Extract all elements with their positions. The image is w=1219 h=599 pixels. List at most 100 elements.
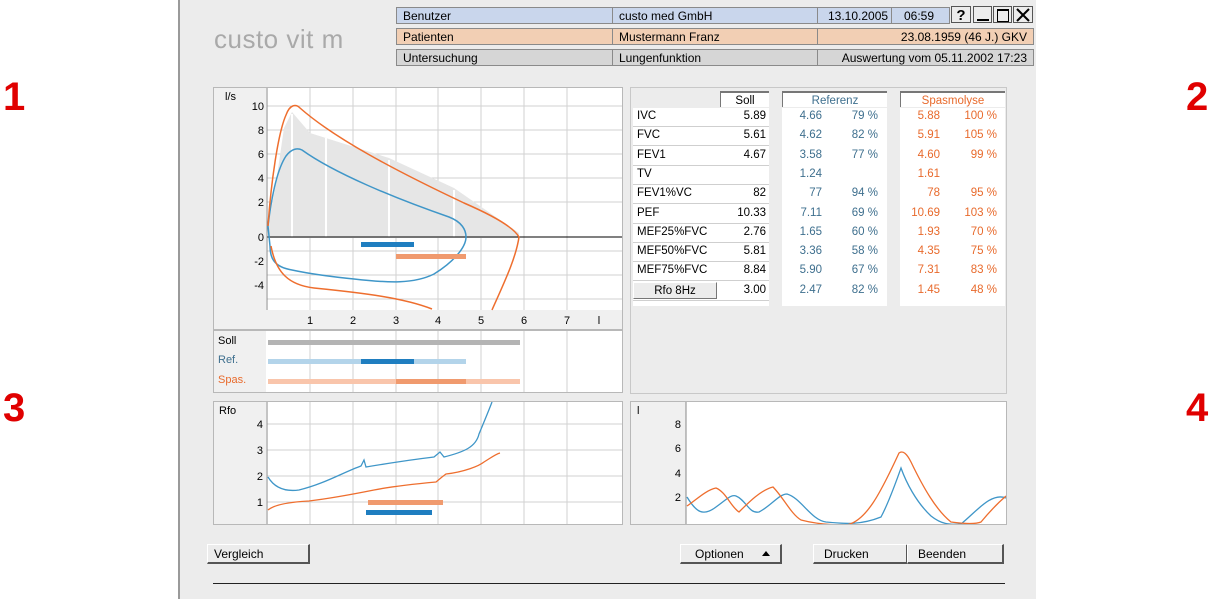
table-cell-soll [721,166,766,183]
flow-y-tick: 4 [258,173,264,185]
table-row-separator [633,299,769,301]
table-cell-spas-pct [945,166,997,183]
table-cell-spas: 1.93 [917,225,940,238]
table-cell-ref: 1.65 [799,225,822,238]
table-row-separator [633,261,769,263]
spas-bar-tv [396,379,466,384]
table-cell-param: MEF50%FVC [637,245,708,258]
table-cell-ref: 2.47 [799,283,822,296]
table-cell-ref-pct: 69 % [851,206,878,219]
vt-y-tick: 2 [675,492,681,504]
table-cell-param: MEF25%FVC [637,225,708,238]
table-body-ref [782,108,887,306]
minimize-icon [977,19,989,21]
flow-x-tick: 1 [307,315,313,327]
volume-bars-panel: Soll Ref. Spas. [213,330,623,393]
flow-volume-chart: l/s 10 8 6 4 2 0 -2 -4 1 2 3 4 5 6 7 l [214,88,622,329]
flow-volume-panel: l/s 10 8 6 4 2 0 -2 -4 1 2 3 4 5 6 7 l [213,87,623,330]
drucken-button[interactable]: Drucken [813,544,908,564]
table-cell-ref-pct: 67 % [851,264,878,277]
table-cell-spas-pct: 95 % [970,187,997,200]
optionen-button[interactable]: Optionen [680,544,782,564]
flow-x-tick: 5 [478,315,484,327]
table-cell-ref-pct [828,166,878,183]
header-value-benutzer: custo med GmbH [613,7,818,24]
table-cell-ref-pct: 60 % [851,225,878,238]
table-cell-spas-pct: 70 % [970,225,997,238]
table-cell-spas: 78 [927,187,940,200]
table-cell-spas-pct: 100 % [964,110,997,122]
bar-label-ref: Ref. [218,354,238,366]
flow-x-tick: 6 [521,315,527,327]
beenden-button[interactable]: Beenden [907,544,1004,564]
header-patient-details: 23.08.1959 (46 J.) GKV [818,28,1034,45]
table-cell-soll: 4.67 [743,148,766,161]
header-time: 06:59 [892,7,950,24]
header-label-patienten: Patienten [396,28,613,45]
app-logo: custo vit m [214,24,344,54]
arrow-up-icon [762,551,770,556]
table-cell-spas: 5.88 [917,110,940,122]
flow-y-tick: 2 [258,197,264,209]
table-cell-spas-pct: 103 % [964,206,997,219]
table-cell-spas: 10.69 [911,206,940,219]
vt-y-tick: 6 [675,443,681,455]
table-cell-param: FEV1 [637,148,666,161]
table-cell-soll: 3.00 [743,283,766,296]
flow-y-tick: 8 [258,125,264,137]
spas-bar [268,379,520,384]
table-cell-spas-pct: 75 % [970,245,997,258]
table-cell-spas: 1.45 [917,283,940,296]
soll-bar [268,340,520,345]
header-auswertung: Auswertung vom 05.11.2002 17:23 [818,49,1034,66]
flow-x-tick: 4 [435,315,441,327]
minimize-button[interactable] [973,6,992,23]
table-header-spasmolyse: Spasmolyse [900,91,1005,107]
table-cell-param: FVC [637,129,660,142]
table-row-separator [633,203,769,205]
table-header-soll: Soll [720,91,769,107]
header-value-untersuchung: Lungenfunktion [613,49,818,66]
optionen-label: Optionen [695,547,744,561]
callout-1: 1 [3,75,26,119]
help-button[interactable]: ? [951,6,971,23]
table-rows: IVC 5.89 4.66 79 % 5.88 100 % FVC 5.61 4.62 82 % 5… [633,108,1005,308]
maximize-button[interactable] [993,6,1012,23]
values-panel: Soll Referenz Spasmolyse IVC 5.89 4.66 79 %… [630,87,1007,394]
table-cell-ref: 77 [809,187,822,200]
table-row-separator [633,145,769,147]
callout-3: 3 [3,386,26,430]
table-cell-ref: 4.62 [799,129,822,142]
table-header-referenz: Referenz [782,91,887,107]
table-cell-soll: 2.76 [743,225,766,238]
table-cell-soll: 5.89 [743,110,766,122]
volume-bars-chart: Soll Ref. Spas. [214,331,568,392]
table-row-separator [633,241,769,243]
flow-y-tick: 0 [258,232,264,244]
rfo-chart: Rfo 4 3 2 1 [214,402,622,524]
flow-x-tick: l [598,315,600,327]
flow-y-unit: l/s [225,91,237,103]
table-cell-soll: 5.61 [743,129,766,142]
header-label-untersuchung: Untersuchung [396,49,613,66]
table-row-separator [633,183,769,185]
table-row-separator [633,222,769,224]
table-cell-soll: 5.81 [743,245,766,258]
vt-y-unit: l [637,405,639,417]
rfo-y-unit: Rfo [219,405,236,417]
table-cell-soll: 10.33 [737,206,766,219]
rfo-8hz-button[interactable]: Rfo 8Hz [633,281,717,299]
flow-x-tick: 3 [393,315,399,327]
table-cell-ref: 3.58 [799,148,822,161]
close-button[interactable] [1013,6,1033,23]
vergleich-button[interactable]: Vergleich [207,544,310,564]
table-cell-soll: 8.84 [743,264,766,277]
table-cell-spas: 4.60 [917,148,940,161]
table-row-separator [633,280,769,282]
rfo-y-tick: 2 [257,471,263,483]
header-value-patienten: Mustermann Franz [613,28,818,45]
table-cell-param: TV [637,167,652,180]
ref-bar-tv [361,359,414,364]
status-line [213,583,1005,584]
table-cell-ref-pct: 79 % [851,110,878,122]
